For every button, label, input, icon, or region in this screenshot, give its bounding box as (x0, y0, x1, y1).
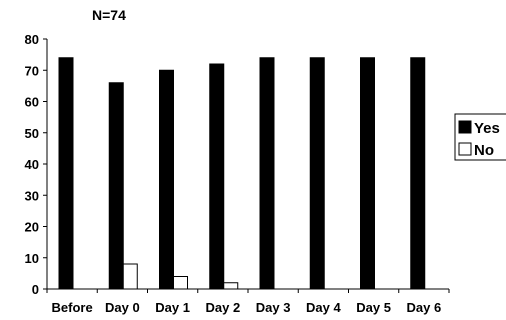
bar-yes-day-3 (259, 57, 275, 290)
legend-swatch-no (458, 142, 472, 156)
bar-no-day-0 (122, 263, 138, 290)
legend: Yes No (454, 113, 506, 161)
x-tick-label: Before (52, 300, 93, 315)
chart-title: N=74 (92, 7, 126, 23)
bars (58, 57, 426, 290)
bar-yes-day-2 (209, 63, 225, 290)
y-tick-label: 40 (25, 157, 39, 172)
bar-yes-day-1 (159, 69, 174, 290)
x-tick-label: Day 1 (155, 300, 190, 315)
axes (43, 38, 450, 293)
legend-swatch-yes (458, 120, 472, 134)
y-tick-label: 20 (25, 220, 39, 235)
bar-yes-day-4 (309, 57, 325, 290)
y-tick-labels: 0 10 20 30 40 50 60 70 80 (25, 32, 39, 297)
y-tick-label: 0 (32, 282, 39, 297)
y-tick-label: 80 (25, 32, 39, 47)
bar-yes-day-5 (360, 57, 375, 290)
x-tick-label: Day 4 (306, 300, 341, 315)
x-tick-label: Day 2 (206, 300, 241, 315)
bar-no-day-1 (173, 276, 188, 290)
x-tick-label: Day 0 (105, 300, 140, 315)
y-tick-label: 60 (25, 95, 39, 110)
bar-yes-day-0 (108, 82, 124, 290)
bar-yes-before (58, 57, 74, 290)
x-tick-label: Day 3 (256, 300, 291, 315)
y-tick-label: 10 (25, 251, 39, 266)
x-tick-label: Day 5 (356, 300, 391, 315)
bar-yes-day-6 (410, 57, 426, 290)
legend-label-yes: Yes (474, 120, 500, 137)
bar-no-day-2 (223, 282, 239, 290)
y-tick-label: 70 (25, 63, 39, 78)
x-tick-labels: Before Day 0 Day 1 Day 2 Day 3 Day 4 Day 5 Day … (52, 300, 442, 315)
y-tick-label: 50 (25, 126, 39, 141)
x-tick-label: Day 6 (407, 300, 442, 315)
y-tick-label: 30 (25, 188, 39, 203)
legend-label-no: No (474, 142, 494, 159)
